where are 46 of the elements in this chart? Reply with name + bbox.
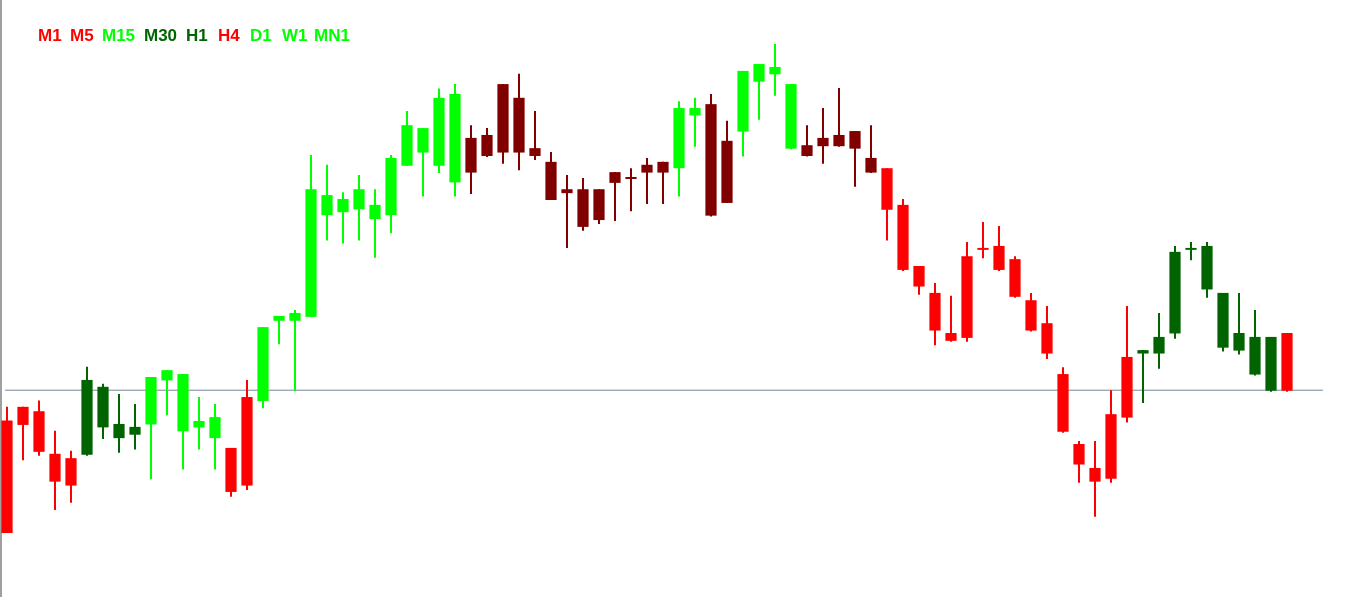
candlestick [161,369,173,417]
candlestick [993,224,1005,272]
candlestick [945,294,957,343]
candlestick [289,309,301,393]
candlestick [1153,311,1165,370]
annotation: D1 [250,26,272,45]
candlestick [1185,241,1197,262]
candlestick [833,87,845,148]
candlestick [801,124,813,158]
candlestick [113,393,125,454]
candlestick [977,221,989,260]
candlestick [17,405,29,462]
annotation: H1 [186,26,208,45]
annotation: M30 [144,26,178,45]
candlestick [849,130,861,188]
candlestick [337,191,349,245]
candlestick [753,63,765,121]
candlestick [369,188,381,259]
candlestick [561,174,573,249]
candlestick [129,402,141,451]
candlestick [657,160,669,205]
annotation: M1 [38,26,62,45]
candlestick [273,314,285,346]
candlestick [641,156,653,205]
candlestick [481,127,493,158]
candlestick [689,96,701,148]
annotation: MN1 [314,26,350,45]
candlestick [353,174,365,242]
candlestick [1089,440,1101,518]
candlestick [865,124,877,175]
candlestick [193,396,205,451]
candlestick [1137,349,1149,404]
candlestick [625,167,637,213]
candlestick [1073,440,1085,484]
annotation: H4 [218,26,241,45]
annotation: W1 [282,26,308,45]
candlestick [913,265,925,296]
candlestick [817,107,829,165]
candlestick [321,163,333,242]
candlestick [209,402,221,471]
candlestick [1233,291,1245,356]
candlestick [769,43,781,97]
annotation: M15 [102,26,136,45]
candlestick [529,109,541,161]
candlestick [609,171,621,223]
annotation: M5 [70,26,94,45]
